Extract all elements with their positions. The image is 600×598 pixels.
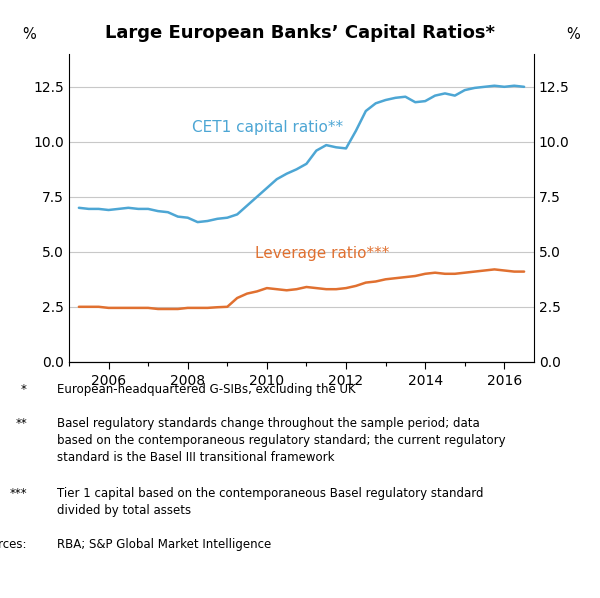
Text: **: ** (15, 417, 27, 431)
Text: %: % (23, 26, 37, 41)
Text: Large European Banks’ Capital Ratios*: Large European Banks’ Capital Ratios* (105, 24, 495, 42)
Text: CET1 capital ratio**: CET1 capital ratio** (191, 120, 343, 135)
Text: Sources:: Sources: (0, 538, 27, 551)
Text: *: * (21, 383, 27, 396)
Text: Tier 1 capital based on the contemporaneous Basel regulatory standard
divided by: Tier 1 capital based on the contemporane… (57, 487, 484, 517)
Text: RBA; S&P Global Market Intelligence: RBA; S&P Global Market Intelligence (57, 538, 271, 551)
Text: European-headquartered G-SIBs, excluding the UK: European-headquartered G-SIBs, excluding… (57, 383, 356, 396)
Text: Basel regulatory standards change throughout the sample period; data
based on th: Basel regulatory standards change throug… (57, 417, 506, 465)
Text: %: % (566, 26, 580, 41)
Text: ***: *** (10, 487, 27, 501)
Text: Leverage ratio***: Leverage ratio*** (255, 246, 389, 261)
